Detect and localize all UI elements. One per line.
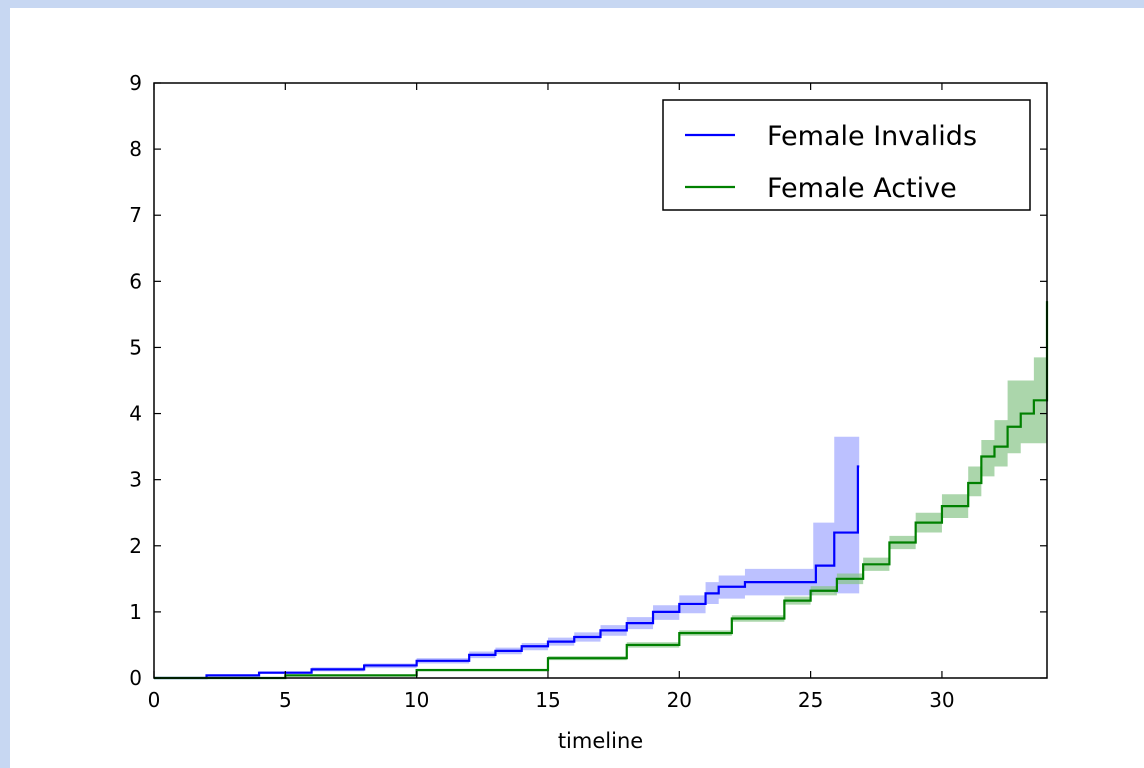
y-tick-label: 7	[129, 203, 142, 227]
y-tick-label: 0	[129, 666, 142, 690]
y-tick-label: 2	[129, 534, 142, 558]
x-tick-label: 15	[535, 688, 560, 712]
confidence-bands	[154, 251, 1047, 679]
legend-label-female-active: Female Active	[767, 173, 957, 204]
y-tick-label: 6	[129, 269, 142, 293]
y-tick-label: 8	[129, 137, 142, 161]
line-female-invalids	[154, 465, 860, 680]
y-tick-label: 4	[129, 402, 142, 426]
y-tick-label: 3	[129, 468, 142, 492]
line-female-active	[154, 301, 1049, 680]
chart-panel: 0 5 10 15 20 25 30 0 1 2 3 4 5 6 7 8 9 timeline Female I…	[10, 8, 1144, 768]
survival-chart: 0 5 10 15 20 25 30 0 1 2 3 4 5 6 7 8 9 timeline Female I…	[129, 71, 1049, 753]
x-tick-label: 5	[279, 688, 292, 712]
legend-box	[662, 99, 1031, 211]
plot-frame	[153, 82, 1048, 679]
series-lines	[154, 301, 1049, 680]
legend-label-female-invalids: Female Invalids	[767, 121, 977, 152]
x-tick-label: 25	[798, 688, 823, 712]
axis-ticks: 0 5 10 15 20 25 30 0 1 2 3 4 5 6 7 8 9	[129, 71, 1047, 712]
x-axis-label: timeline	[558, 729, 643, 753]
legend: Female Invalids Female Active	[662, 99, 1031, 211]
x-tick-label: 0	[148, 688, 161, 712]
band-female-active	[154, 294, 1047, 678]
x-tick-label: 10	[404, 688, 429, 712]
x-tick-label: 30	[929, 688, 954, 712]
y-tick-label: 9	[129, 71, 142, 95]
band-female-invalids	[154, 251, 860, 679]
y-tick-label: 1	[129, 600, 142, 624]
x-tick-label: 20	[667, 688, 692, 712]
y-tick-label: 5	[129, 335, 142, 359]
